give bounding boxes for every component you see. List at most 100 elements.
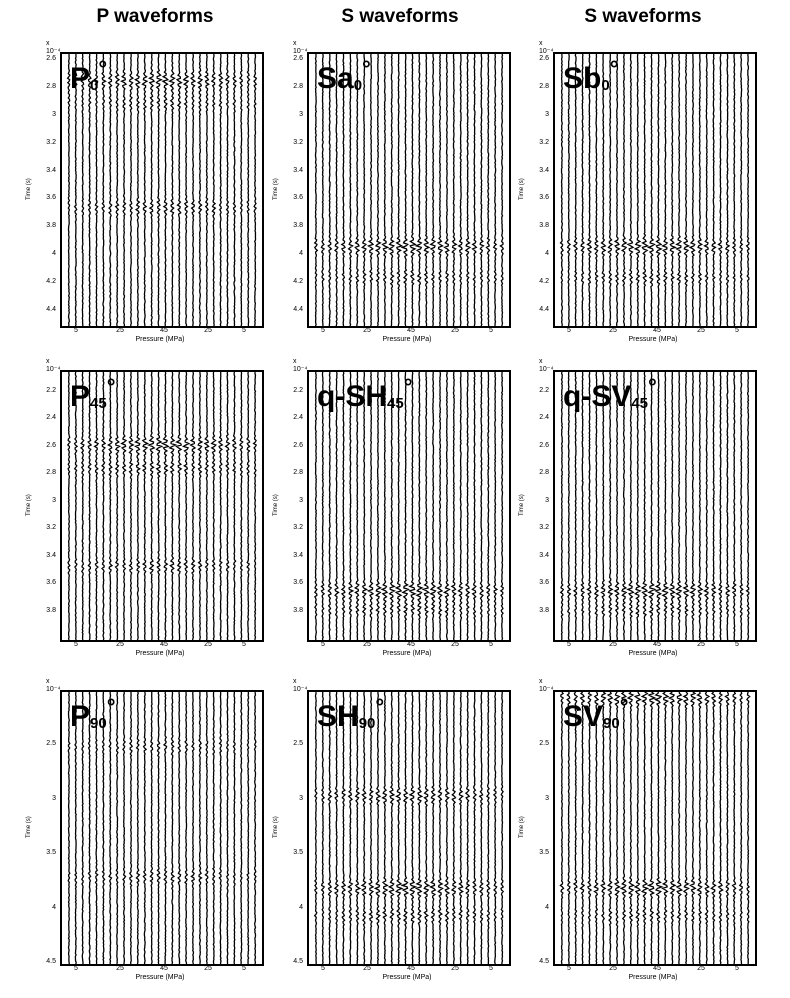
y-tick-label: 3.8 <box>539 222 549 230</box>
x-tick-label: 25 <box>697 641 705 648</box>
trace-line <box>128 692 134 964</box>
panel-label-subscript: 90 <box>358 715 376 732</box>
y-axis-label: Time (s) <box>26 494 32 516</box>
trace-line <box>654 372 663 640</box>
trace-line <box>421 372 430 640</box>
y-tick-label: 4.4 <box>293 306 303 314</box>
waveform-traces <box>559 54 750 326</box>
trace-line <box>100 372 107 640</box>
x-tick-label: 25 <box>451 965 459 972</box>
y-tick-label: 3.6 <box>46 194 56 202</box>
trace-line <box>156 692 161 964</box>
y-tick-label: 2.5 <box>46 740 56 748</box>
trace-line <box>189 54 197 326</box>
trace-line <box>710 692 717 964</box>
trace-line <box>485 54 491 326</box>
panel-label-subscript: 0 <box>90 77 99 94</box>
waveform-traces <box>313 54 505 326</box>
trace-line <box>253 54 258 326</box>
trace-line <box>353 372 360 640</box>
y-tick-label: 3 <box>299 496 303 504</box>
trace-line <box>128 372 135 640</box>
y-axis-label: Time (s) <box>273 816 279 838</box>
waveform-traces <box>67 692 257 964</box>
trace-line <box>141 372 150 640</box>
y-tick-label: 4 <box>299 250 303 258</box>
trace-line <box>253 692 257 964</box>
x-tick-label: 45 <box>160 641 168 648</box>
trace-line <box>675 54 683 326</box>
x-tick-label: 5 <box>489 965 493 972</box>
x-tick-label: 25 <box>204 327 212 334</box>
trace-line <box>320 54 326 326</box>
trace-line <box>717 54 723 326</box>
trace-line <box>327 54 333 326</box>
trace-line <box>472 692 478 964</box>
x-tick-label: 25 <box>363 641 371 648</box>
x-tick-label: 5 <box>321 327 325 334</box>
trace-line <box>394 372 403 640</box>
trace-line <box>464 372 471 640</box>
x-tick-label: 25 <box>609 965 617 972</box>
trace-line <box>184 692 189 964</box>
trace-line <box>374 54 382 326</box>
panel-label-main: P <box>70 380 91 413</box>
trace-line <box>593 54 599 326</box>
x-axis-label: Pressure (MPa) <box>382 336 432 343</box>
trace-line <box>366 54 375 326</box>
trace-line <box>170 692 176 964</box>
panel-label: P0° <box>70 58 107 94</box>
trace-line <box>168 372 178 640</box>
y-tick-label: 3.8 <box>46 222 56 230</box>
trace-line <box>566 54 572 326</box>
y-tick-label: 4 <box>52 903 56 911</box>
trace-line <box>682 372 690 640</box>
x-tick-label: 5 <box>489 327 493 334</box>
y-tick-label: 4 <box>299 903 303 911</box>
trace-line <box>415 372 424 640</box>
y-tick-label: 4.5 <box>539 958 549 965</box>
y-tick-label: 2.4 <box>46 414 56 422</box>
trace-line <box>108 692 113 964</box>
y-axis-exponent: x 10⁻⁴ <box>293 678 308 693</box>
trace-line <box>619 692 628 964</box>
panel-label-subscript: 0 <box>353 77 363 94</box>
trace-line <box>739 372 744 640</box>
plot-area: Sb0° <box>553 52 757 328</box>
trace-line <box>115 692 120 964</box>
trace-line <box>464 692 471 964</box>
trace-line <box>66 54 71 326</box>
trace-line <box>653 692 664 964</box>
trace-line <box>87 372 93 640</box>
y-tick-label: 2.5 <box>539 740 549 748</box>
trace-line <box>579 692 586 964</box>
trace-line <box>572 54 579 326</box>
trace-line <box>436 54 444 326</box>
trace-line <box>224 54 230 326</box>
trace-line <box>613 692 621 964</box>
y-tick-label: 3.6 <box>539 579 549 587</box>
trace-line <box>212 692 216 964</box>
x-tick-label: 5 <box>735 965 739 972</box>
trace-line <box>238 54 244 326</box>
panel-label-main: P <box>70 62 91 95</box>
trace-line <box>682 692 690 964</box>
panel-label-degree: ° <box>106 374 116 399</box>
trace-line <box>697 54 704 326</box>
x-tick-label: 25 <box>116 965 124 972</box>
trace-line <box>704 692 711 964</box>
waveform-traces <box>314 372 505 640</box>
plot-area: P45° <box>60 370 264 642</box>
trace-line <box>246 372 251 640</box>
y-tick-label: 3.6 <box>539 194 549 202</box>
trace-line <box>626 692 636 964</box>
x-tick-label: 25 <box>451 641 459 648</box>
trace-line <box>667 692 677 964</box>
trace-line <box>457 54 463 326</box>
trace-line <box>703 372 710 640</box>
trace-line <box>500 692 505 964</box>
x-tick-label: 5 <box>567 965 571 972</box>
y-tick-label: 4 <box>52 250 56 258</box>
panel-label-degree: ° <box>106 694 116 719</box>
trace-line <box>688 54 696 326</box>
